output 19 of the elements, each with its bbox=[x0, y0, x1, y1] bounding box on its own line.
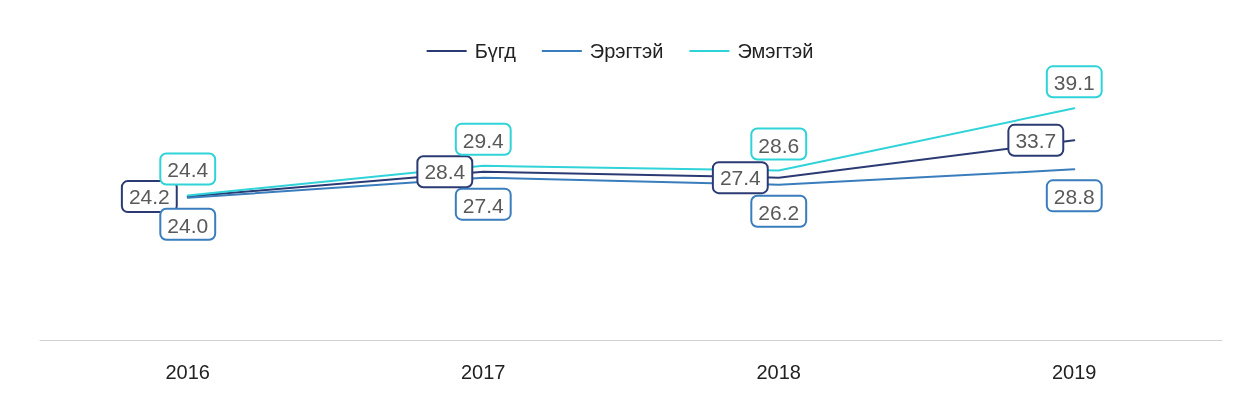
data-label: 39.1 bbox=[1053, 71, 1095, 95]
data-label: 29.4 bbox=[462, 128, 505, 152]
x-tick-label: 2016 bbox=[165, 361, 210, 383]
data-label: 24.0 bbox=[167, 213, 209, 237]
data-label: 24.4 bbox=[167, 158, 209, 182]
data-label: 33.7 bbox=[1015, 128, 1057, 152]
x-tick-label: 2018 bbox=[756, 361, 801, 383]
x-tick-label: 2017 bbox=[461, 361, 506, 383]
legend-label: Бүгд bbox=[474, 40, 517, 62]
data-label: 28.4 bbox=[424, 160, 466, 184]
data-label: 26.2 bbox=[758, 200, 800, 224]
legend-label: Эрэгтэй bbox=[589, 40, 664, 62]
data-label: 28.8 bbox=[1053, 185, 1095, 209]
x-tick-label: 2019 bbox=[1052, 361, 1097, 383]
data-label: 24.2 bbox=[128, 185, 170, 209]
data-label: 28.6 bbox=[758, 133, 800, 157]
data-label: 27.4 bbox=[719, 166, 762, 190]
legend-label: Эмэгтэй bbox=[737, 40, 814, 62]
data-label: 27.4 bbox=[462, 193, 505, 217]
